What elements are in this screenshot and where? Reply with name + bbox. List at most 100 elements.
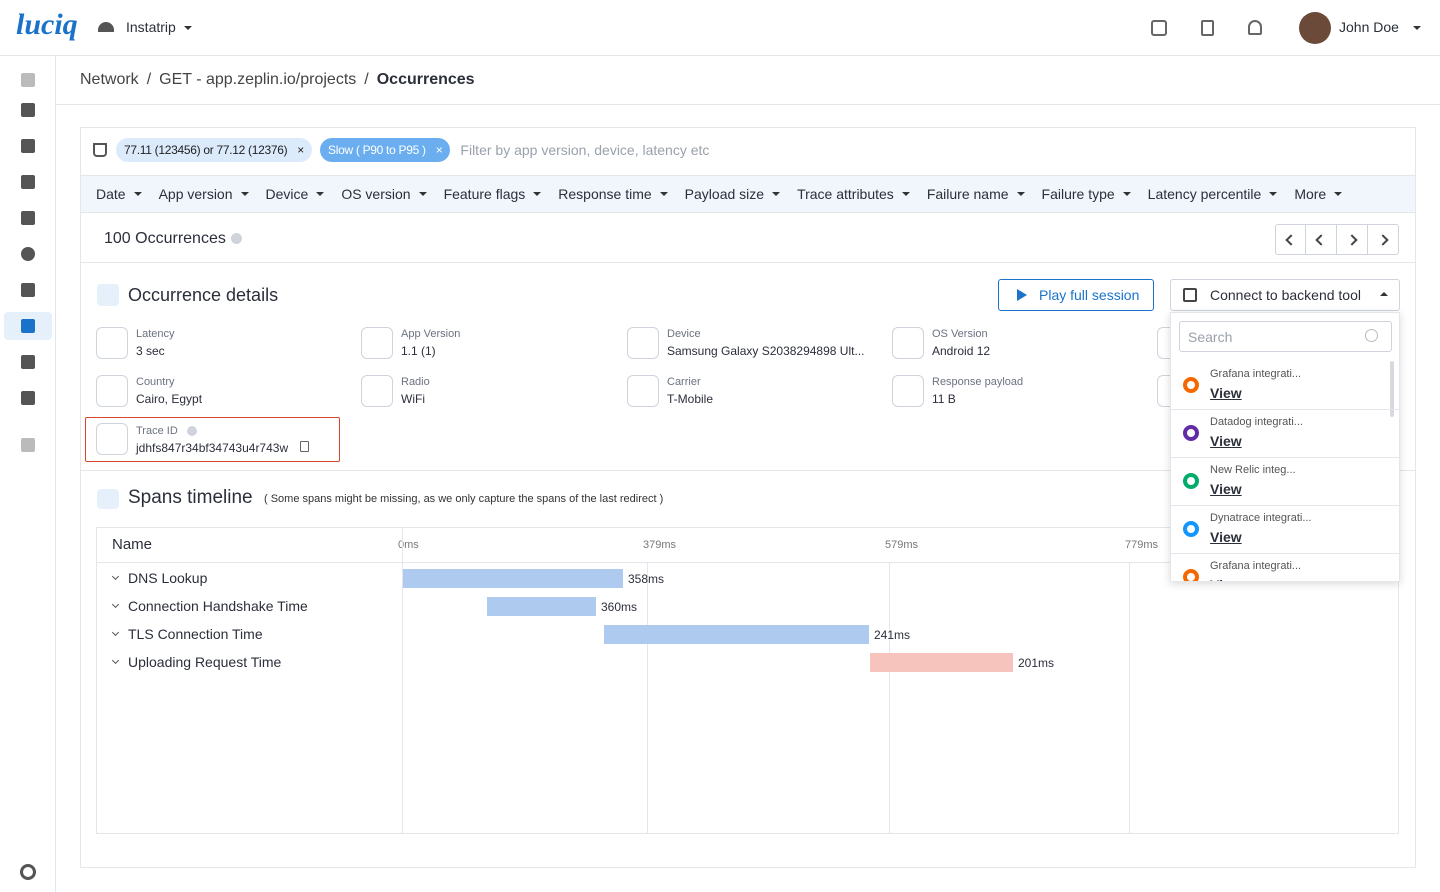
caret — [183, 26, 192, 31]
filter-menus: Date App version Device OS version Feature f… — [96, 186, 1343, 202]
span-duration: 201ms — [1018, 656, 1055, 670]
avatar[interactable] — [1299, 12, 1331, 44]
filter-menu[interactable]: Failure type — [1042, 186, 1131, 202]
play-icon — [1017, 289, 1027, 301]
nav-icon[interactable] — [21, 175, 35, 189]
filter-chip: Slow ( P90 to P95 ) × — [320, 138, 451, 162]
filter-menu[interactable]: Date — [96, 186, 142, 202]
nav-icon[interactable] — [21, 391, 35, 405]
tick-label: 579ms — [885, 539, 919, 551]
integration-name: Grafana integrati... — [1210, 368, 1302, 380]
nav-icon[interactable] — [21, 319, 35, 333]
connect-button[interactable]: Connect to backend tool — [1170, 279, 1400, 311]
nav-icon[interactable] — [21, 247, 35, 261]
view-link[interactable]: View — [1210, 385, 1242, 401]
play-button[interactable]: Play full session — [998, 279, 1154, 311]
view-link[interactable]: View — [1210, 481, 1242, 497]
trace-highlight — [85, 417, 340, 462]
span-bar — [604, 625, 869, 644]
field-label: Country — [136, 376, 175, 388]
nav-icon[interactable] — [21, 103, 35, 117]
crumb: Occurrences — [376, 71, 475, 88]
divider — [81, 470, 1415, 471]
top-bar — [0, 0, 1440, 56]
menu-label: More — [1294, 186, 1327, 202]
integration-logo — [1183, 377, 1199, 393]
trace-value: jdhfs847r34bf34743u4r743w — [136, 441, 289, 455]
view-link[interactable]: View — [1210, 577, 1242, 581]
field-label: Carrier — [667, 376, 701, 388]
nav-icon[interactable] — [21, 211, 35, 225]
filter-icon[interactable] — [93, 143, 107, 157]
filter-menu[interactable]: Payload size — [685, 186, 781, 202]
pager-button[interactable] — [1337, 224, 1368, 255]
info-icon — [187, 426, 197, 436]
caret — [659, 192, 668, 196]
view-link[interactable]: View — [1210, 433, 1242, 449]
filter-menu[interactable]: Feature flags — [444, 186, 542, 202]
menu-label: Date — [96, 186, 126, 202]
tick-label: 0ms — [398, 539, 419, 551]
details-title: Occurrence details — [128, 285, 279, 305]
user-name: John Doe — [1339, 19, 1399, 35]
nav-icon[interactable] — [21, 139, 35, 153]
settings-icon[interactable] — [20, 864, 36, 880]
chip-remove[interactable]: × — [435, 143, 443, 157]
caret — [1269, 192, 1278, 196]
spans-title: Spans timeline — [128, 487, 253, 508]
nav-icon[interactable] — [21, 355, 35, 369]
span-bar — [403, 569, 623, 588]
menu-label: App version — [158, 186, 233, 202]
filter-menu[interactable]: OS version — [341, 186, 427, 202]
filter-chip: 77.11 (123456) or 77.12 (12376) × — [116, 138, 312, 162]
nav-icon[interactable] — [21, 283, 35, 297]
tick-label: 779ms — [1125, 539, 1159, 551]
grid-line — [1129, 562, 1130, 833]
pager-button[interactable] — [1275, 224, 1306, 255]
menu-label: Failure name — [926, 186, 1009, 202]
copy-icon[interactable] — [300, 441, 309, 452]
filter-menu[interactable]: App version — [159, 186, 249, 202]
caret — [418, 192, 427, 196]
view-link[interactable]: View — [1210, 529, 1242, 545]
occurrence-count: 100 Occurrences — [104, 230, 226, 247]
search-input[interactable]: Search — [1179, 321, 1392, 352]
spans-icon — [97, 489, 119, 509]
filter-menu[interactable]: More — [1294, 186, 1343, 202]
caret — [1334, 192, 1343, 196]
caret — [1122, 192, 1131, 196]
chip-label: 77.11 (123456) or 77.12 (12376) — [124, 143, 288, 157]
filter-menu[interactable]: Trace attributes — [797, 186, 910, 202]
trace-label: Trace ID — [136, 425, 178, 437]
item-divider — [1171, 457, 1399, 458]
filter-menu[interactable]: Failure name — [927, 186, 1025, 202]
nav-icon[interactable] — [21, 73, 35, 87]
grid-line — [402, 527, 403, 833]
tasks-icon[interactable] — [1151, 20, 1167, 36]
field-value: Samsung Galaxy S2038294898 Ult... — [667, 344, 865, 358]
notifications-icon[interactable] — [1248, 20, 1262, 35]
menu-label: Response time — [558, 186, 652, 202]
crumb[interactable]: GET - app.zeplin.io/projects — [159, 71, 357, 88]
pager-button[interactable] — [1368, 224, 1399, 255]
crumb[interactable]: Network — [80, 71, 139, 88]
item-divider — [1171, 409, 1399, 410]
filter-menu[interactable]: Device — [266, 186, 325, 202]
integration-logo — [1183, 569, 1199, 581]
span-duration: 241ms — [874, 628, 911, 642]
nav-icon[interactable] — [21, 438, 35, 452]
filter-menu[interactable]: Latency percentile — [1148, 186, 1278, 202]
field-label: Device — [667, 328, 701, 340]
pager-button[interactable] — [1306, 224, 1337, 255]
filter-menu[interactable]: Response time — [558, 186, 668, 202]
user-menu[interactable]: John Doe — [1339, 19, 1421, 35]
filter-input-placeholder[interactable]: Filter by app version, device, latency e… — [460, 142, 710, 158]
span-duration: 358ms — [628, 572, 665, 586]
field-value: WiFi — [401, 392, 425, 406]
app-selector[interactable]: Instatrip — [126, 19, 192, 35]
connect-label: Connect to backend tool — [1210, 287, 1361, 303]
chip-remove[interactable]: × — [297, 143, 304, 157]
field-label: App Version — [401, 328, 461, 340]
docs-icon[interactable] — [1201, 20, 1214, 36]
